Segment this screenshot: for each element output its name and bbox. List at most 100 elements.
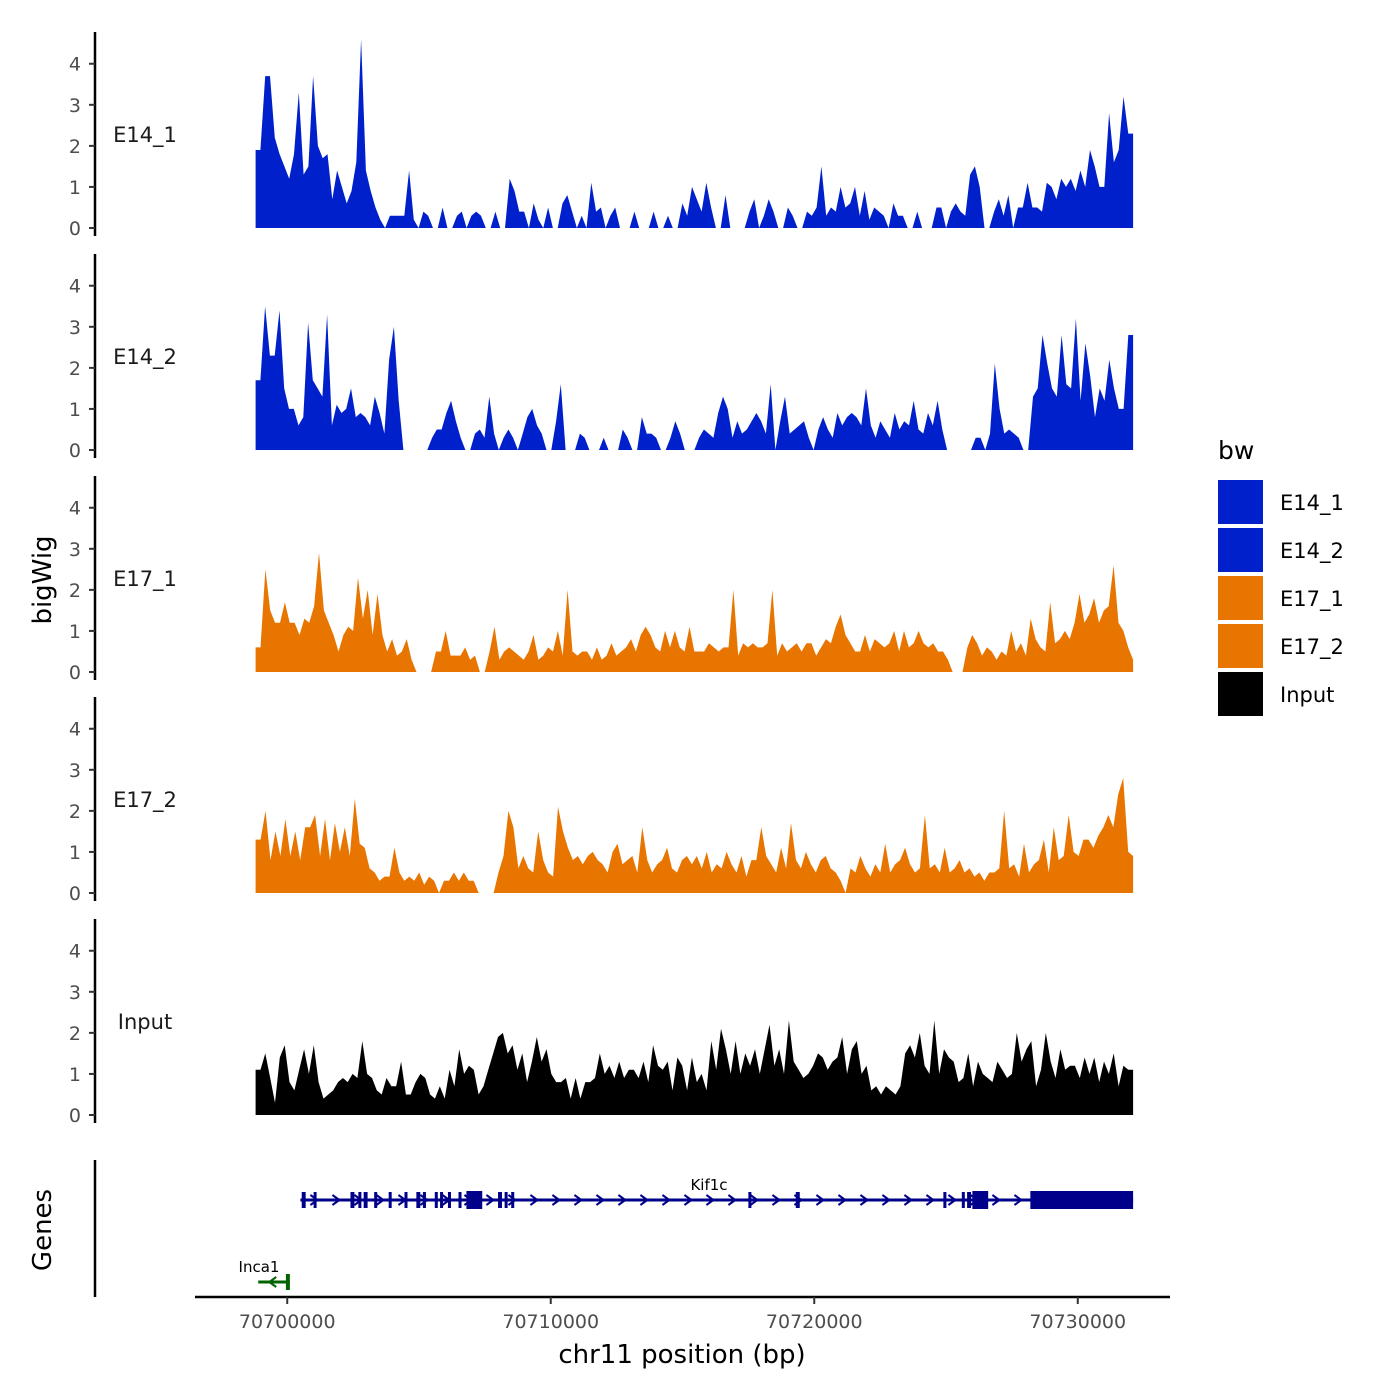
y-tick-label: 0 — [69, 1105, 81, 1127]
strand-arrow — [903, 1194, 914, 1206]
legend-item-e17-2: E17_2 — [1218, 624, 1344, 668]
y-tick-label: 2 — [69, 136, 81, 158]
y-tick-label: 2 — [69, 1023, 81, 1045]
y-tick-label: 3 — [69, 982, 81, 1004]
y-tick-label: 4 — [69, 276, 81, 298]
gene-exon — [434, 1192, 438, 1208]
strand-arrow — [749, 1194, 760, 1206]
signal-area-e14-1 — [255, 39, 1134, 228]
gene-exon — [1030, 1191, 1134, 1209]
y-tick-label: 2 — [69, 580, 81, 602]
strand-arrow — [661, 1194, 672, 1206]
gene-exon — [363, 1192, 368, 1208]
legend-swatch — [1218, 672, 1263, 716]
y-tick-label: 1 — [69, 1064, 81, 1086]
x-axis-title: chr11 position (bp) — [558, 1340, 805, 1370]
x-tick-label: 70710000 — [502, 1311, 599, 1333]
legend-swatch — [1218, 480, 1263, 524]
y-tick-label: 1 — [69, 842, 81, 864]
panel-label: E14_1 — [113, 123, 177, 148]
gene-exon — [795, 1192, 800, 1208]
gene-label: Inca1 — [239, 1258, 280, 1276]
signal-area-e17-1 — [255, 552, 1134, 672]
strand-arrow — [727, 1194, 738, 1206]
strand-arrow — [1013, 1194, 1024, 1206]
gene-exon — [943, 1192, 947, 1208]
gene-exon — [404, 1192, 408, 1208]
panel-e17-2: 0 1 2 3 4 E17_2 — [69, 697, 1134, 905]
strand-arrow — [267, 1276, 277, 1288]
gene-exon — [422, 1192, 426, 1208]
x-tick-label: 70730000 — [1029, 1311, 1126, 1333]
gene-exon — [972, 1191, 989, 1209]
y-tick-label: 1 — [69, 399, 81, 421]
strand-arrow — [529, 1194, 540, 1206]
panel-label: Input — [118, 1010, 172, 1034]
strand-arrow — [925, 1194, 936, 1206]
x-axis: 70700000 70710000 70720000 70730000 — [195, 1295, 1170, 1333]
gene-exon — [504, 1192, 508, 1208]
strand-arrow — [573, 1194, 584, 1206]
strand-arrow — [419, 1194, 430, 1206]
gene-exon — [350, 1192, 355, 1208]
signal-area-e14-2 — [255, 306, 1134, 450]
strand-arrow — [507, 1194, 518, 1206]
genes-panel: Kif1c Inca1 — [93, 1160, 1134, 1297]
legend-item-input: Input — [1218, 672, 1334, 716]
legend-label: E14_2 — [1280, 539, 1344, 564]
y-tick-label: 3 — [69, 539, 81, 561]
legend-swatch — [1218, 528, 1263, 572]
y-tick-label: 4 — [69, 498, 81, 520]
strand-arrow — [617, 1194, 628, 1206]
gene-kif1c: Kif1c — [300, 1176, 1134, 1209]
legend-item-e14-1: E14_1 — [1218, 480, 1344, 524]
y-tick-label: 1 — [69, 621, 81, 643]
gene-exon — [285, 1274, 290, 1290]
gene-exon — [313, 1192, 317, 1208]
strand-arrow — [947, 1194, 958, 1206]
legend-label: Input — [1280, 683, 1334, 707]
legend-item-e17-1: E17_1 — [1218, 576, 1344, 620]
legend-title: bw — [1218, 436, 1254, 465]
genes-track-title: Genes — [28, 1189, 58, 1271]
y-tick-label: 3 — [69, 317, 81, 339]
strand-arrow — [309, 1194, 320, 1206]
panel-input: 0 1 2 3 4 Input — [69, 919, 1134, 1127]
y-tick-label: 0 — [69, 440, 81, 462]
gene-exon — [498, 1192, 502, 1208]
strand-arrow — [771, 1194, 782, 1206]
y-tick-label: 2 — [69, 358, 81, 380]
y-tick-label: 4 — [69, 941, 81, 963]
panel-e14-2: 0 1 2 3 4 E14_2 — [69, 254, 1134, 462]
gene-exon — [447, 1192, 451, 1208]
y-tick-label: 1 — [69, 177, 81, 199]
x-tick-label: 70700000 — [239, 1311, 336, 1333]
gene-exon — [458, 1192, 462, 1208]
panel-e14-1: 0 1 2 3 4 E14_1 — [69, 32, 1134, 240]
gene-exon — [374, 1192, 378, 1208]
y-tick-label: 2 — [69, 801, 81, 823]
legend-item-e14-2: E14_2 — [1218, 528, 1344, 572]
strand-arrow — [375, 1194, 386, 1206]
gene-exon — [440, 1192, 444, 1208]
strand-arrow — [551, 1194, 562, 1206]
y-tick-label: 0 — [69, 662, 81, 684]
gene-inca1: Inca1 — [239, 1258, 290, 1290]
strand-arrow — [639, 1194, 650, 1206]
y-tick-label: 0 — [69, 218, 81, 240]
y-tick-label: 3 — [69, 760, 81, 782]
strand-arrow — [881, 1194, 892, 1206]
strand-arrow — [485, 1194, 496, 1206]
signal-area-input — [255, 1020, 1134, 1115]
y-tick-label: 4 — [69, 54, 81, 76]
gene-exon — [301, 1192, 306, 1208]
panel-e17-1: 0 1 2 3 4 E17_1 — [69, 476, 1134, 684]
gene-exon — [466, 1191, 483, 1209]
panel-label: E14_2 — [113, 345, 177, 370]
legend-swatch — [1218, 576, 1263, 620]
gene-exon — [358, 1192, 362, 1208]
legend: bw E14_1 E14_2 E17_1 E17_2 Input — [1218, 436, 1344, 716]
strand-arrow — [331, 1194, 342, 1206]
y-tick-label: 3 — [69, 95, 81, 117]
